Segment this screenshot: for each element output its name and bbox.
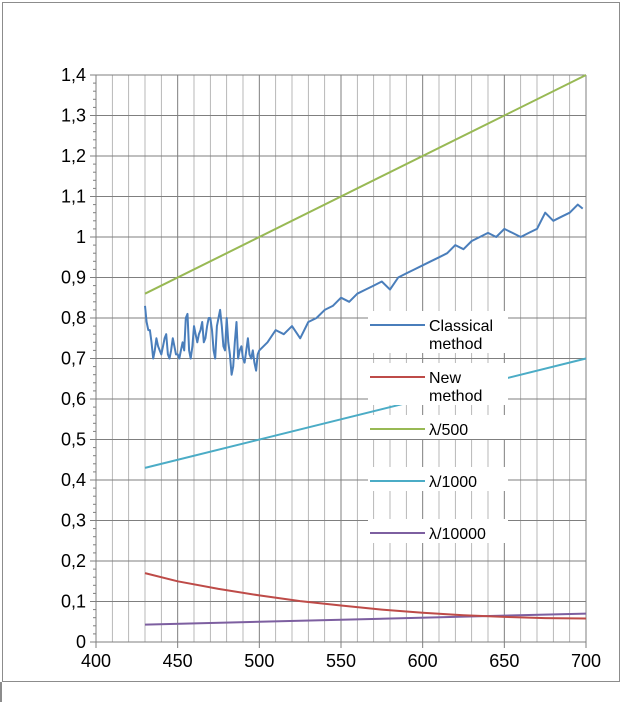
legend: ClassicalmethodNewmethodλ/500λ/1000λ/100… [368, 311, 508, 543]
y-tick-label: 1,3 [61, 106, 86, 126]
y-tick-label: 1,2 [61, 146, 86, 166]
x-tick-label: 600 [408, 651, 438, 671]
y-tick-label: 0,3 [61, 511, 86, 531]
y-tick-label: 0,6 [61, 389, 86, 409]
major-gridlines [96, 74, 587, 642]
legend-item-bg [368, 415, 508, 439]
axes [90, 74, 587, 648]
x-tick-label: 400 [81, 651, 111, 671]
y-tick-label: 0,5 [61, 430, 86, 450]
legend-label: Classical [429, 318, 493, 335]
series-line-500 [144, 74, 587, 295]
legend-label: λ/500 [429, 422, 468, 439]
y-tick-label: 0,2 [61, 551, 86, 571]
y-tick-label: 0 [76, 632, 86, 652]
frame-edge-line [0, 682, 2, 702]
y-axis-tick-labels: 0 0,1 0,2 0,3 0,4 0,5 0,6 0,7 0,8 0,9 1 1,1 1,2 1,3 1,… [61, 65, 86, 652]
legend-label: method [429, 388, 482, 405]
x-tick-label: 650 [489, 651, 519, 671]
legend-item-bg [368, 467, 508, 491]
y-tick-label: 0,8 [61, 308, 86, 328]
series-line-new-method [144, 572, 587, 620]
x-tick-label: 550 [326, 651, 356, 671]
legend-label: λ/10000 [429, 526, 486, 543]
y-tick-label: 0,1 [61, 592, 86, 612]
y-tick-label: 1,4 [61, 65, 86, 85]
series-lines [144, 74, 587, 626]
legend-item-bg [368, 363, 508, 405]
series-line-1000 [144, 357, 587, 469]
legend-label: New [429, 370, 461, 387]
y-tick-label: 0,7 [61, 349, 86, 369]
x-tick-label: 700 [571, 651, 601, 671]
legend-item-bg [368, 519, 508, 543]
legend-label: method [429, 336, 482, 353]
x-tick-label: 500 [244, 651, 274, 671]
x-axis-tick-labels: 400 450 500 550 600 650 700 [81, 651, 601, 671]
series-line-classical-method [144, 203, 584, 376]
series-line-10000 [144, 612, 587, 626]
y-tick-label: 1,1 [61, 187, 86, 207]
x-tick-label: 450 [163, 651, 193, 671]
y-tick-label: 0,9 [61, 268, 86, 288]
legend-label: λ/1000 [429, 474, 477, 491]
y-tick-label: 1 [76, 227, 86, 247]
y-tick-label: 0,4 [61, 470, 86, 490]
legend-item-bg [368, 311, 508, 353]
